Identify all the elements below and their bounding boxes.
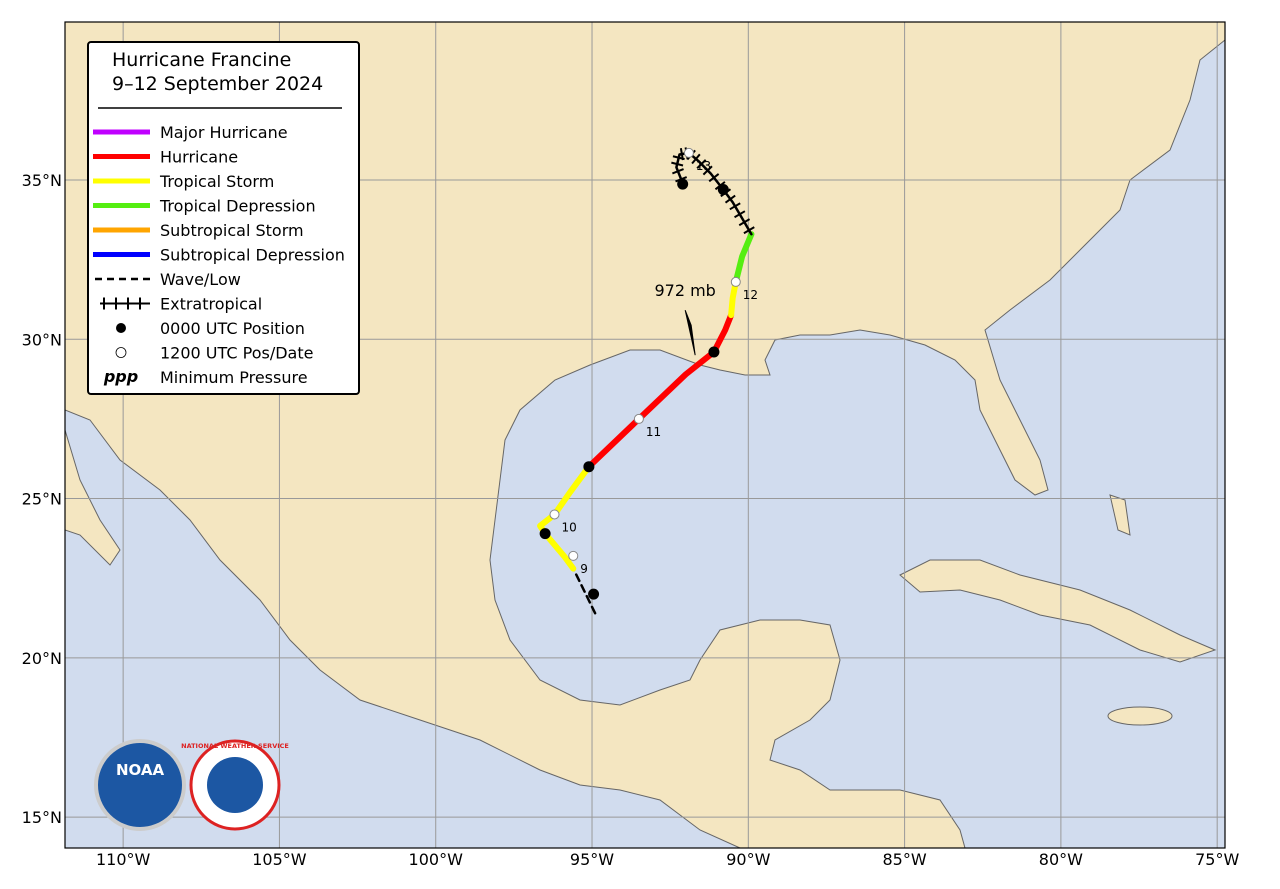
legend-label: Minimum Pressure [160, 368, 308, 387]
hatch [671, 161, 684, 167]
baja-california [65, 429, 121, 566]
hatch [724, 194, 736, 204]
hatch [696, 159, 707, 169]
position-marker [583, 461, 595, 473]
legend-label: Extratropical [160, 295, 262, 314]
y-tick-label: 20°N [22, 649, 62, 668]
track-segment [537, 463, 592, 572]
track-segment [572, 567, 597, 615]
track: 9 10 11 12 13 [537, 147, 758, 615]
legend: Hurricane Francine 9–12 September 2024 M… [87, 41, 360, 395]
map-frame [64, 21, 1226, 849]
position-marker [717, 184, 729, 196]
legend-box [87, 41, 360, 395]
date-label: 9 [580, 562, 588, 576]
position-marker [588, 588, 600, 600]
axis-labels: 110°W 105°W 100°W 95°W 90°W 85°W 80°W 75°W 15°N 2… [22, 171, 1240, 869]
nws-logo-center [207, 757, 263, 813]
hatch [672, 168, 684, 175]
date-label: 13 [696, 159, 711, 173]
pressure-arrow [684, 310, 696, 356]
track-segment [585, 312, 735, 470]
legend-swatch [115, 347, 127, 358]
position-marker [568, 550, 579, 561]
logos: NOAA NATIONAL WEATHER SERVICE [94, 739, 289, 831]
track-segment [675, 151, 753, 236]
hatch [729, 202, 741, 211]
x-tick-label: 85°W [883, 850, 927, 869]
legend-swatch [116, 323, 126, 333]
hatch [691, 153, 701, 165]
y-tick-label: 15°N [22, 808, 62, 827]
legend-label: Tropical Depression [159, 197, 316, 216]
pressure-label: 972 mb [654, 281, 715, 300]
legend-label: Tropical Storm [159, 172, 274, 191]
legend-label: Major Hurricane [160, 123, 288, 142]
logo-text: NATIONAL WEATHER SERVICE [181, 742, 289, 750]
track-segment [728, 278, 739, 319]
x-tick-label: 100°W [409, 850, 464, 869]
position-marker [708, 346, 720, 358]
y-tick-label: 35°N [22, 171, 62, 190]
position-marker [677, 178, 689, 190]
legend-title: Hurricane Francine [112, 49, 291, 71]
hatch [743, 226, 755, 235]
legend-label: 1200 UTC Pos/Date [160, 344, 313, 363]
y-tick-label: 25°N [22, 490, 62, 509]
hatch [738, 218, 751, 227]
legend-label: Subtropical Storm [160, 221, 304, 240]
legend-label: 0000 UTC Position [160, 319, 305, 338]
position-marker [633, 413, 644, 424]
x-tick-label: 80°W [1039, 850, 1083, 869]
x-tick-label: 75°W [1195, 850, 1239, 869]
y-tick-label: 30°N [22, 330, 62, 349]
hatch [734, 210, 746, 219]
date-label: 12 [743, 288, 758, 302]
legend-items: Major Hurricane Hurricane Tropical Storm Tr… [93, 123, 345, 387]
legend-symbol: ppp [103, 367, 138, 386]
cuba [899, 559, 1217, 663]
hatch [708, 173, 720, 183]
logo-text: NOAA [116, 761, 165, 779]
track-segment [732, 231, 755, 285]
x-tick-label: 110°W [96, 850, 151, 869]
legend-label: Wave/Low [160, 270, 241, 289]
position-marker [549, 509, 560, 520]
hatch [702, 165, 713, 176]
legend-subtitle: 9–12 September 2024 [112, 73, 323, 95]
legend-label: Hurricane [160, 148, 238, 167]
position-marker [683, 147, 694, 158]
x-tick-label: 90°W [726, 850, 770, 869]
date-label: 11 [646, 425, 661, 439]
date-label: 10 [562, 520, 577, 534]
legend-label: Subtropical Depression [160, 246, 345, 265]
jamaica [1107, 706, 1173, 726]
noaa-logo [94, 739, 186, 831]
x-tick-label: 105°W [252, 850, 307, 869]
x-tick-label: 95°W [570, 850, 614, 869]
position-marker [539, 528, 551, 540]
hatch [672, 155, 685, 161]
position-marker [730, 276, 741, 287]
